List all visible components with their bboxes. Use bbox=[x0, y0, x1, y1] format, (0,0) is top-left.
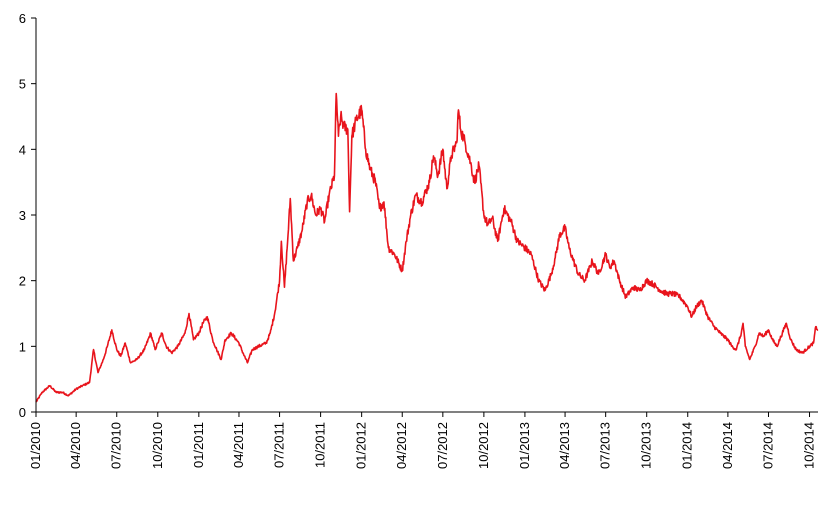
x-tick-label: 04/2011 bbox=[231, 422, 246, 468]
x-tick-label: 10/2010 bbox=[150, 422, 165, 469]
x-tick-label: 01/2013 bbox=[517, 422, 532, 469]
x-tick-label: 10/2014 bbox=[802, 422, 817, 469]
x-tick-label: 01/2014 bbox=[680, 422, 695, 469]
x-axis: 01/2010 04/2010 07/2010 10/2010 01/2011 04/20… bbox=[28, 411, 818, 469]
x-tick-label: 07/2011 bbox=[272, 422, 287, 468]
x-tick-label: 07/2014 bbox=[760, 422, 775, 469]
series-0 bbox=[35, 92, 819, 403]
x-tick-label: 01/2012 bbox=[354, 422, 369, 469]
plot-area bbox=[35, 92, 819, 403]
x-tick-label: 10/2012 bbox=[476, 422, 491, 469]
x-tick-label: 01/2011 bbox=[191, 422, 206, 468]
x-tick-label: 07/2010 bbox=[109, 422, 124, 469]
y-axis: 0 1 2 3 4 5 6 bbox=[19, 11, 37, 420]
series-line bbox=[35, 92, 819, 403]
x-tick-label: 10/2013 bbox=[639, 422, 654, 469]
x-tick-label: 04/2014 bbox=[720, 422, 735, 469]
x-tick-label: 07/2013 bbox=[598, 422, 613, 469]
y-tick-label: 1 bbox=[19, 339, 26, 354]
y-tick-label: 5 bbox=[19, 77, 26, 92]
x-tick-label: 10/2011 bbox=[313, 422, 328, 468]
x-tick-label: 04/2013 bbox=[557, 422, 572, 469]
x-tick-label: 04/2010 bbox=[68, 422, 83, 469]
y-tick-label: 4 bbox=[19, 142, 26, 157]
x-tick-label: 07/2012 bbox=[435, 422, 450, 469]
y-tick-label: 6 bbox=[19, 11, 26, 26]
y-tick-label: 3 bbox=[19, 208, 26, 223]
x-tick-label: 04/2012 bbox=[394, 422, 409, 469]
x-tick-label: 01/2010 bbox=[28, 422, 43, 469]
y-tick-label: 0 bbox=[19, 405, 26, 420]
y-tick-label: 2 bbox=[19, 274, 26, 289]
